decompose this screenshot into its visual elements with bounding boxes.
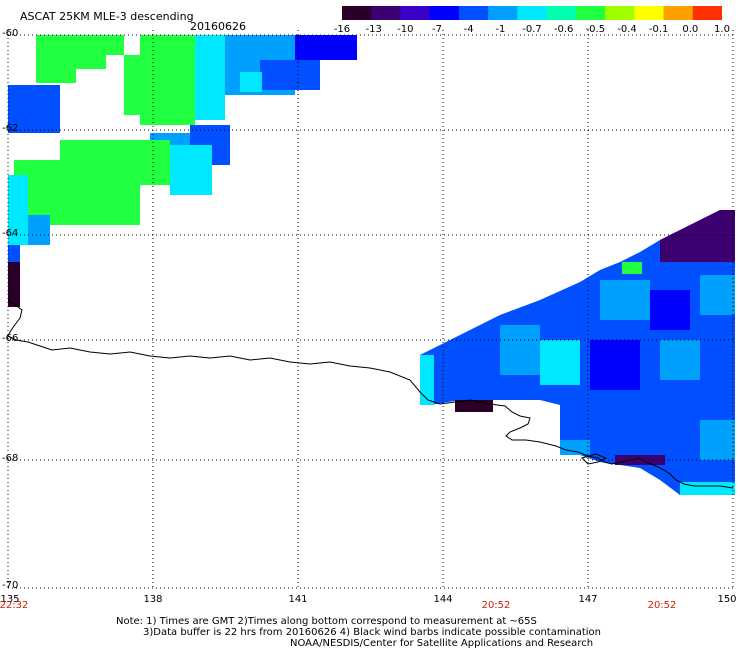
- swath-cell: [260, 60, 320, 90]
- swath-cell: [455, 400, 493, 412]
- swath-cell: [50, 185, 140, 225]
- colorbar-segment: [692, 6, 722, 20]
- lon-label: 138: [143, 594, 163, 605]
- lat-label: -66: [2, 333, 19, 344]
- time-label: 20:52: [481, 600, 511, 611]
- graticule: [7, 30, 735, 590]
- map-date: 20160626: [190, 20, 246, 33]
- lon-label: 141: [288, 594, 308, 605]
- swath-cell: [700, 420, 735, 460]
- swath-cell: [60, 140, 170, 185]
- lon-label: 147: [578, 594, 598, 605]
- map-title: ASCAT 25KM MLE-3 descending: [20, 10, 194, 23]
- swath-cell: [590, 340, 640, 390]
- swath-cell: [650, 290, 690, 330]
- lat-label: -70: [2, 580, 19, 591]
- colorbar-tick-label: -0.6: [553, 24, 574, 35]
- coastline-island: [581, 453, 608, 465]
- swath-cell: [8, 245, 20, 263]
- lat-label: -62: [2, 123, 19, 134]
- swath-cell: [500, 325, 540, 375]
- colorbar-tick-label: -0.7: [522, 24, 542, 35]
- swath-cell: [28, 215, 50, 245]
- swath-cell: [170, 145, 212, 195]
- swath-cell: [660, 340, 700, 380]
- swath-cell: [36, 55, 106, 69]
- colorbar-segment: [488, 6, 518, 20]
- colorbar-segment: [429, 6, 460, 20]
- coastline: [7, 299, 734, 489]
- swath-cell: [8, 175, 28, 245]
- colorbar-segment: [342, 6, 372, 20]
- swath-cell: [295, 35, 357, 60]
- colorbar-tick-label: 1.0: [714, 24, 730, 35]
- swath-cell: [420, 355, 434, 405]
- swath-cell: [8, 85, 60, 133]
- colorbar-tick-label: 0.0: [682, 24, 699, 35]
- colorbar-segment: [605, 6, 635, 20]
- time-label: 20:52: [647, 600, 677, 611]
- colorbar-tick-label: -0.5: [585, 24, 606, 35]
- colorbar-tick-label: -7: [432, 24, 442, 35]
- swath-cell: [540, 340, 580, 385]
- colorbar-segment: [634, 6, 665, 20]
- swath-cell: [700, 275, 735, 315]
- lon-label: 135: [0, 594, 20, 605]
- footnote-line-3: NOAA/NESDIS/Center for Satellite Applica…: [290, 638, 594, 649]
- swath-cell: [36, 35, 124, 55]
- swath-cell: [622, 262, 642, 274]
- swath-cell: [36, 69, 76, 83]
- data-swaths: [8, 35, 735, 495]
- swath-cell: [195, 35, 225, 120]
- swath-cell: [8, 262, 20, 307]
- time-label: 22:32: [0, 600, 29, 611]
- lat-label: -60: [2, 28, 19, 39]
- colorbar-tick-label: -0.1: [648, 24, 669, 35]
- lat-label: -64: [2, 228, 19, 239]
- colorbar-tick-label: -4: [463, 24, 474, 35]
- colorbar-segment: [575, 6, 606, 20]
- colorbar-segment: [400, 6, 431, 20]
- swath-cell: [680, 482, 735, 495]
- footnote-line-2: 3)Data buffer is 22 hrs from 20160626 4)…: [143, 627, 601, 638]
- colorbar-segment: [458, 6, 489, 20]
- swath-cell: [560, 440, 590, 455]
- colorbar-segment: [517, 6, 548, 20]
- colorbar-tick-label: -10: [397, 24, 414, 35]
- footnote-line-1: Note: 1) Times are GMT 2)Times along bot…: [116, 616, 537, 627]
- colorbar-tick-label: -16: [333, 24, 351, 35]
- swath-cell: [240, 72, 262, 92]
- swath-region: [660, 210, 735, 262]
- colorbar-segment: [371, 6, 401, 20]
- lat-label: -68: [2, 453, 19, 464]
- lon-label: 144: [433, 594, 453, 605]
- colorbar-tick-label: -0.4: [617, 24, 637, 35]
- colorbar-segment: [546, 6, 577, 20]
- colorbar-tick-label: -1: [495, 24, 506, 35]
- colorbar-segment: [663, 6, 694, 20]
- lon-label: 150: [717, 594, 737, 605]
- colorbar-tick-label: -13: [365, 24, 382, 35]
- colorbar: [342, 6, 722, 20]
- swath-cell: [140, 35, 195, 125]
- swath-cell: [600, 280, 650, 320]
- swath-cell: [124, 55, 144, 115]
